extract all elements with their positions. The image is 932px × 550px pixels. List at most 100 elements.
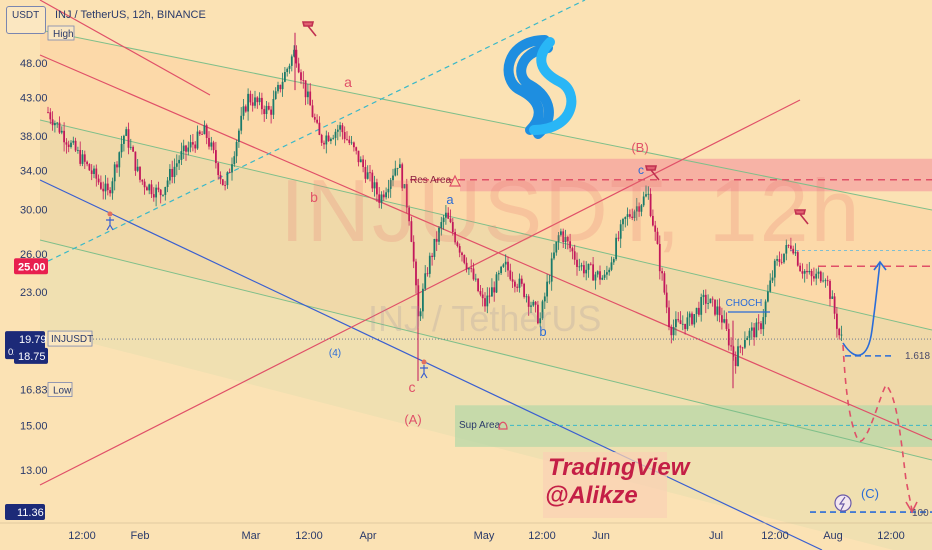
candle-body	[307, 91, 309, 98]
candle-body	[776, 259, 778, 261]
x-axis-tick: 12:00	[761, 530, 789, 542]
candle-body	[113, 164, 116, 182]
candle-body	[495, 274, 498, 293]
wave-label-2: b	[310, 189, 318, 205]
lightning-icon	[838, 496, 846, 511]
bullish-projection-path	[842, 261, 881, 357]
candle-body	[592, 264, 594, 281]
candles	[47, 45, 843, 374]
low-badge-label: Low	[53, 386, 72, 397]
candle-body	[300, 72, 302, 81]
candle-body	[463, 255, 466, 263]
candle-body	[624, 216, 627, 220]
candle-body	[622, 219, 624, 225]
candle-body	[757, 322, 760, 324]
candle-body	[129, 146, 132, 148]
candle-body	[95, 168, 98, 179]
candle-body	[831, 296, 834, 299]
candle-body	[635, 206, 638, 212]
candle-body	[468, 268, 470, 270]
candle-body	[806, 270, 808, 273]
candle-body	[157, 187, 160, 190]
candle-body	[836, 313, 838, 329]
candle-body	[102, 188, 105, 192]
candle-body	[428, 255, 431, 274]
candle-body	[67, 144, 70, 147]
candle-body	[265, 105, 268, 115]
x-axis-tick: Jun	[592, 530, 610, 542]
candle-body	[799, 265, 801, 272]
candle-body	[412, 241, 415, 262]
candle-body	[746, 337, 749, 341]
candle-body	[693, 314, 696, 325]
fib-100-label: 100	[912, 508, 929, 519]
candle-body	[808, 270, 811, 273]
candle-body	[587, 263, 590, 270]
candle-body	[695, 307, 698, 315]
candle-body	[403, 184, 406, 189]
candle-body	[401, 164, 404, 189]
candle-body	[833, 296, 836, 314]
candle-body	[645, 194, 647, 197]
candle-body	[387, 188, 390, 193]
currency-selector[interactable]: USDT	[6, 6, 46, 34]
candle-body	[553, 252, 555, 259]
candle-body	[546, 281, 548, 297]
candle-body	[90, 170, 93, 174]
candle-body	[323, 142, 325, 145]
candle-body	[408, 207, 410, 222]
y-axis-tick: 23.00	[20, 287, 48, 299]
wave-label-7: (B)	[631, 140, 648, 155]
candle-body	[311, 105, 314, 117]
candle-body	[723, 319, 726, 323]
fib-level-label: 18.75	[18, 351, 46, 363]
wave-label-9: (C)	[861, 486, 879, 501]
candle-body	[376, 182, 378, 195]
candle-body	[813, 276, 815, 279]
candle-body	[272, 99, 275, 115]
candle-body	[675, 319, 677, 328]
candle-body	[49, 112, 52, 120]
candle-body	[739, 346, 742, 348]
candle-body	[254, 97, 256, 106]
channel-line-green-low	[39, 239, 932, 461]
candle-body	[507, 261, 509, 271]
candle-body	[353, 142, 355, 148]
candle-body	[612, 259, 615, 263]
candle-body	[792, 248, 795, 254]
wave-label-11: CHOCH	[726, 298, 763, 309]
candle-body	[332, 137, 335, 139]
x-axis-tick: 12:00	[877, 530, 905, 542]
candle-body	[111, 181, 114, 194]
candle-body	[378, 194, 381, 203]
candle-body	[571, 248, 574, 252]
candle-body	[753, 327, 755, 338]
candle-body	[744, 340, 746, 348]
candle-body	[500, 266, 502, 274]
candle-body	[525, 296, 528, 298]
x-axis-tick: 12:00	[528, 530, 556, 542]
candle-body	[415, 261, 417, 286]
candle-body	[284, 72, 286, 82]
y-axis-tick: 13.00	[20, 465, 48, 477]
y-axis-tick: 38.00	[20, 131, 48, 143]
candle-body	[534, 301, 537, 305]
candle-body	[141, 179, 144, 182]
candle-body	[677, 319, 680, 321]
candle-body	[451, 222, 454, 233]
candle-body	[787, 245, 790, 246]
candle-body	[603, 274, 606, 278]
candle-body	[764, 301, 767, 318]
candle-body	[233, 156, 236, 165]
candle-body	[336, 129, 339, 132]
candle-body	[431, 255, 433, 257]
candle-body	[516, 286, 519, 288]
candle-body	[652, 215, 654, 226]
candle-body	[484, 298, 486, 307]
candle-body	[435, 238, 438, 242]
candle-body	[514, 281, 516, 287]
candle-body	[617, 237, 620, 239]
candle-body	[143, 181, 146, 188]
